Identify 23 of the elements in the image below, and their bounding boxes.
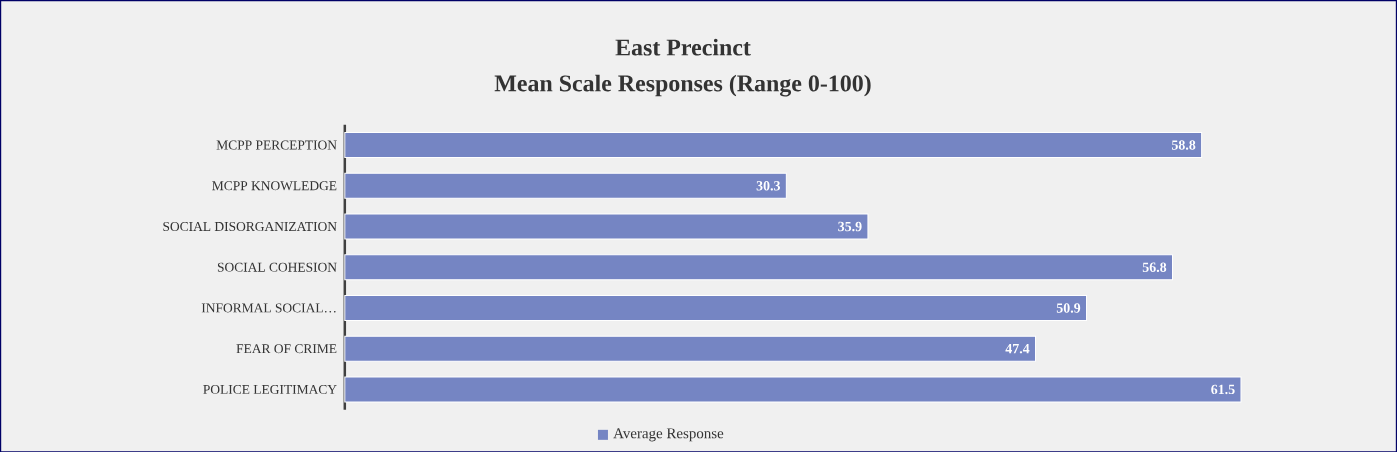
y-tick-label: MCPP PERCEPTION [216,140,337,150]
data-label: 61.5 [1211,384,1235,394]
bar [344,376,1242,403]
bar [344,213,869,240]
legend-label: Average Response [613,428,724,442]
y-tick-label: POLICE LEGITIMACY [203,384,337,394]
y-tick-label: MCPP KNOWLEDGE [212,181,337,191]
bar [344,335,1037,362]
data-label: 50.9 [1056,303,1081,313]
chart-title: East Precinct Mean Scale Responses (Range 0-100) [494,38,871,97]
y-tick-label: SOCIAL COHESION [217,262,337,272]
y-tick-label: INFORMAL SOCIAL… [201,303,336,313]
bar [344,254,1173,281]
y-tick-label: SOCIAL DISORGANIZATION [163,221,337,231]
bar [344,172,787,199]
bar [344,131,1203,158]
bar [344,294,1088,321]
data-label: 30.3 [756,180,781,191]
data-label: 35.9 [838,221,862,232]
data-label: 47.4 [1005,343,1030,354]
y-tick-label: FEAR OF CRIME [236,343,337,354]
data-label: 58.8 [1171,140,1196,150]
data-label: 56.8 [1142,262,1167,272]
